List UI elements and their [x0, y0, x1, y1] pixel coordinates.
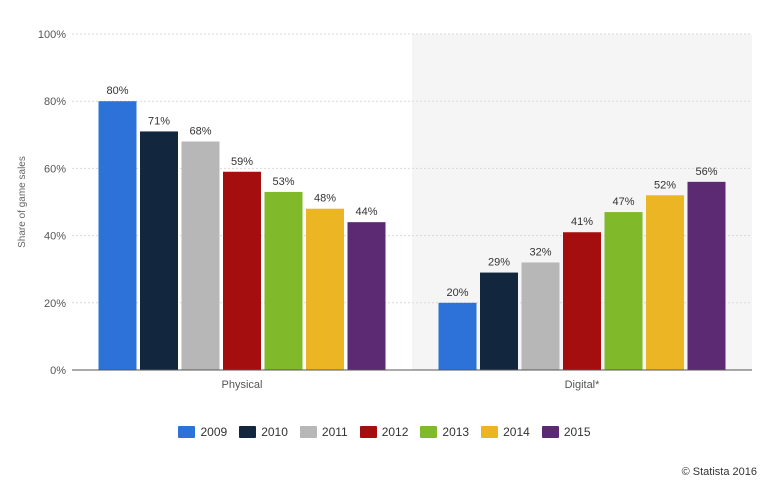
- bar-2009-physical[interactable]: [98, 101, 137, 370]
- data-label: 29%: [488, 257, 510, 269]
- data-label: 41%: [571, 216, 593, 228]
- data-label: 52%: [654, 179, 676, 191]
- y-axis-label: Share of game sales: [17, 156, 28, 248]
- legend-item-2015[interactable]: 2015: [541, 425, 591, 439]
- bar-2013-digital[interactable]: [604, 212, 643, 370]
- legend-swatch: [178, 426, 196, 438]
- bar-2011-physical[interactable]: [181, 141, 220, 370]
- bars: [98, 101, 726, 370]
- bar-2010-digital[interactable]: [480, 272, 518, 370]
- y-tick-label: 20%: [44, 298, 66, 310]
- data-label: 71%: [148, 115, 170, 127]
- bar-2014-physical[interactable]: [306, 208, 344, 370]
- bar-2015-digital[interactable]: [687, 181, 726, 370]
- data-label: 44%: [355, 206, 377, 218]
- bar-chart: 0% 20% 40% 60% 80% 100% Share of game sales 8…: [17, 29, 752, 391]
- data-label: 48%: [314, 193, 336, 205]
- legend-label: 2011: [321, 425, 348, 439]
- legend-swatch: [541, 426, 559, 438]
- legend-swatch: [420, 426, 438, 438]
- bar-2011-digital[interactable]: [521, 262, 560, 370]
- legend-swatch: [359, 426, 377, 438]
- legend-item-2009[interactable]: 2009: [178, 425, 227, 439]
- x-tick-label: Physical: [222, 379, 263, 391]
- bar-2009-digital[interactable]: [438, 302, 477, 370]
- data-labels: 80% 71% 68% 59% 53% 48% 44% 20% 29% 32% 41% 47% 52% 5…: [106, 85, 717, 299]
- data-label: 47%: [612, 196, 634, 208]
- bar-2012-digital[interactable]: [563, 232, 601, 370]
- legend-item-2013[interactable]: 2013: [420, 425, 469, 439]
- legend-label: 2014: [503, 425, 530, 439]
- x-tick-label: Digital*: [565, 379, 601, 391]
- legend-label: 2010: [261, 425, 288, 439]
- bar-2012-physical[interactable]: [223, 171, 261, 370]
- data-label: 56%: [695, 166, 717, 178]
- x-axis-ticks: Physical Digital*: [222, 379, 601, 391]
- data-label: 68%: [189, 126, 211, 138]
- data-label: 32%: [529, 246, 551, 258]
- bar-2010-physical[interactable]: [140, 131, 178, 370]
- y-tick-label: 80%: [44, 96, 66, 108]
- data-label: 59%: [231, 156, 253, 168]
- legend-item-2014[interactable]: 2014: [481, 425, 530, 439]
- y-tick-label: 60%: [44, 163, 66, 175]
- legend-swatch: [481, 426, 499, 438]
- legend-item-2012[interactable]: 2012: [359, 425, 409, 439]
- legend-label: 2015: [563, 425, 591, 439]
- legend-swatch: [239, 426, 257, 438]
- bar-2014-digital[interactable]: [646, 195, 684, 370]
- legend-item-2011[interactable]: 2011: [299, 425, 348, 439]
- legend-label: 2009: [200, 425, 228, 439]
- data-label: 53%: [272, 176, 294, 188]
- legend-swatch: [299, 426, 317, 438]
- y-tick-label: 100%: [38, 29, 66, 41]
- legend-item-2010[interactable]: 2010: [239, 425, 288, 439]
- data-label: 20%: [446, 287, 468, 299]
- data-label: 80%: [106, 85, 128, 97]
- legend: 2009 2010 2011 2012 2013 2014 2015: [0, 422, 769, 442]
- legend-label: 2012: [381, 425, 409, 439]
- y-axis-ticks: 0% 20% 40% 60% 80% 100%: [38, 29, 66, 377]
- legend-label: 2013: [442, 425, 470, 439]
- y-tick-label: 0%: [50, 365, 66, 377]
- credit-text: © Statista 2016: [681, 466, 757, 478]
- bar-2013-physical[interactable]: [264, 191, 303, 370]
- y-tick-label: 40%: [44, 231, 66, 243]
- bar-2015-physical[interactable]: [347, 222, 386, 370]
